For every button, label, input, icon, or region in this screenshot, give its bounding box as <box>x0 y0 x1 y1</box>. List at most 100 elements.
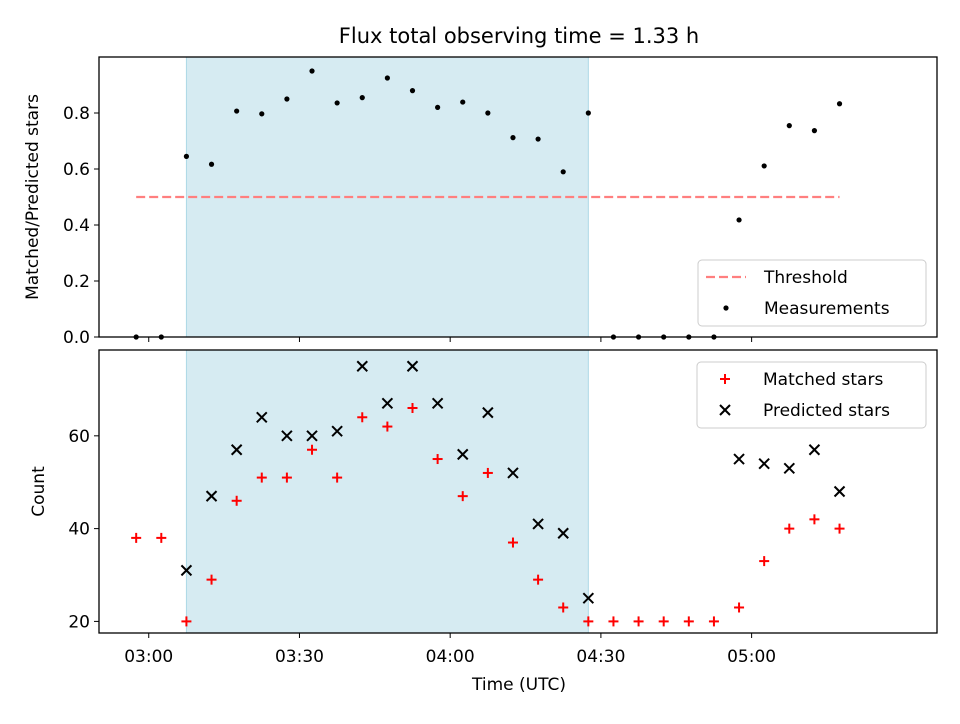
matched-stars-point <box>608 616 619 627</box>
axes-layer: 0.0 0.2 0.4 0.6 0.8 Matched/Predicted stars 20… <box>23 56 938 667</box>
measurements-point <box>686 334 692 340</box>
measurements-point <box>183 153 190 159</box>
measurements-point <box>208 161 215 167</box>
measurements-point <box>259 111 265 117</box>
top-y-tick-label: 0.6 <box>63 160 90 180</box>
matched-stars-point <box>382 421 393 432</box>
matched-stars-point <box>457 491 468 502</box>
bottom-observing-window <box>185 349 589 634</box>
measurements-point <box>635 334 642 340</box>
matched-stars-point <box>256 472 267 483</box>
predicted-stars-point <box>507 467 519 479</box>
matched-stars-point <box>784 523 795 534</box>
measurements-point <box>485 110 491 116</box>
measurements-point <box>510 135 516 141</box>
predicted-stars-point <box>256 411 268 423</box>
matched-stars-point <box>658 616 669 627</box>
measurements-point <box>334 100 340 106</box>
matched-stars-point <box>307 444 318 455</box>
top-y-axis-label: Matched/Predicted stars <box>23 94 43 300</box>
matched-stars-point <box>332 472 343 483</box>
predicted-stars-point <box>381 397 394 410</box>
x-tick-label: 05:00 <box>727 647 776 667</box>
matched-stars-point <box>181 616 192 627</box>
measurements-point <box>610 334 617 340</box>
predicted-stars-point <box>457 448 469 461</box>
top-y-tick-label: 0.0 <box>63 328 90 348</box>
matched-stars-point <box>683 616 694 627</box>
data-layer <box>131 68 846 627</box>
bottom-y-tick-label: 20 <box>68 612 90 632</box>
chart-title: Flux total observing time = 1.33 h <box>339 24 699 48</box>
predicted-stars-point <box>532 518 544 530</box>
x-tick-label: 04:30 <box>576 647 625 667</box>
matched-stars-point <box>834 523 845 534</box>
x-tick-label: 04:00 <box>426 647 475 667</box>
legend-marker <box>720 374 730 384</box>
top-y-tick-label: 0.8 <box>63 104 90 124</box>
measurements-point <box>284 96 290 102</box>
bottom-legend: Matched stars Predicted stars <box>696 361 927 429</box>
measurements-point <box>761 163 767 169</box>
predicted-stars-point <box>205 490 218 502</box>
matched-stars-point <box>156 532 167 543</box>
measurements-point <box>711 334 717 340</box>
bottom-y-tick-label: 60 <box>68 427 90 447</box>
x-axis-label: Time (UTC) <box>471 675 566 695</box>
measurements-point <box>836 101 843 107</box>
predicted-stars-point <box>582 592 595 604</box>
bottom-y-axis-label: Count <box>29 466 49 517</box>
legend-label: Predicted stars <box>763 401 890 421</box>
top-y-tick-label: 0.4 <box>63 216 90 236</box>
measurements-point <box>811 128 818 134</box>
bottom-y-tick-label: 40 <box>68 520 90 540</box>
matched-stars-point <box>482 467 493 478</box>
predicted-stars-point <box>230 444 243 456</box>
x-tick-label: 03:30 <box>275 647 324 667</box>
predicted-stars-point <box>331 425 343 437</box>
matched-stars-point <box>533 574 544 585</box>
predicted-stars-point <box>733 453 745 465</box>
measurements-point <box>234 108 240 114</box>
measurements-point <box>359 95 365 101</box>
measurements-point <box>560 169 566 175</box>
legend-label: Matched stars <box>763 370 883 390</box>
measurements-point <box>535 136 541 142</box>
measurements-point <box>409 88 416 94</box>
predicted-stars-point <box>783 462 796 475</box>
measurements-point <box>384 75 390 81</box>
top-legend: Threshold Measurements <box>697 259 927 327</box>
x-tick-label: 03:00 <box>124 647 173 667</box>
measurements-point <box>786 123 792 129</box>
measurements-point <box>158 334 164 340</box>
predicted-stars-point <box>406 360 419 372</box>
top-y-tick-label: 0.2 <box>63 272 90 292</box>
legend-label: Threshold <box>763 268 848 288</box>
bottom-plot-frame <box>98 349 938 634</box>
measurements-point <box>309 68 315 74</box>
matched-stars-point <box>583 616 594 627</box>
matched-stars-point <box>759 556 770 567</box>
predicted-stars-point <box>758 457 770 470</box>
matched-stars-point <box>131 532 142 543</box>
predicted-stars-point <box>281 430 293 442</box>
measurements-point <box>133 334 139 340</box>
matched-stars-point <box>708 616 719 627</box>
legend-layer: Threshold Measurements Matched stars Predic… <box>696 259 927 429</box>
matched-stars-point <box>357 412 368 423</box>
measurements-point <box>661 334 667 340</box>
top-plot-frame <box>98 56 938 338</box>
predicted-stars-point <box>808 444 821 456</box>
legend-label: Measurements <box>764 299 890 319</box>
measurements-point <box>585 110 591 116</box>
predicted-stars-point <box>482 406 494 419</box>
measurements-point <box>435 104 441 110</box>
matched-stars-point <box>633 616 644 627</box>
predicted-stars-point <box>180 564 193 577</box>
predicted-stars-point <box>557 527 569 539</box>
legend-marker <box>719 404 731 416</box>
matched-stars-point <box>507 537 518 548</box>
measurements-point <box>460 99 466 105</box>
